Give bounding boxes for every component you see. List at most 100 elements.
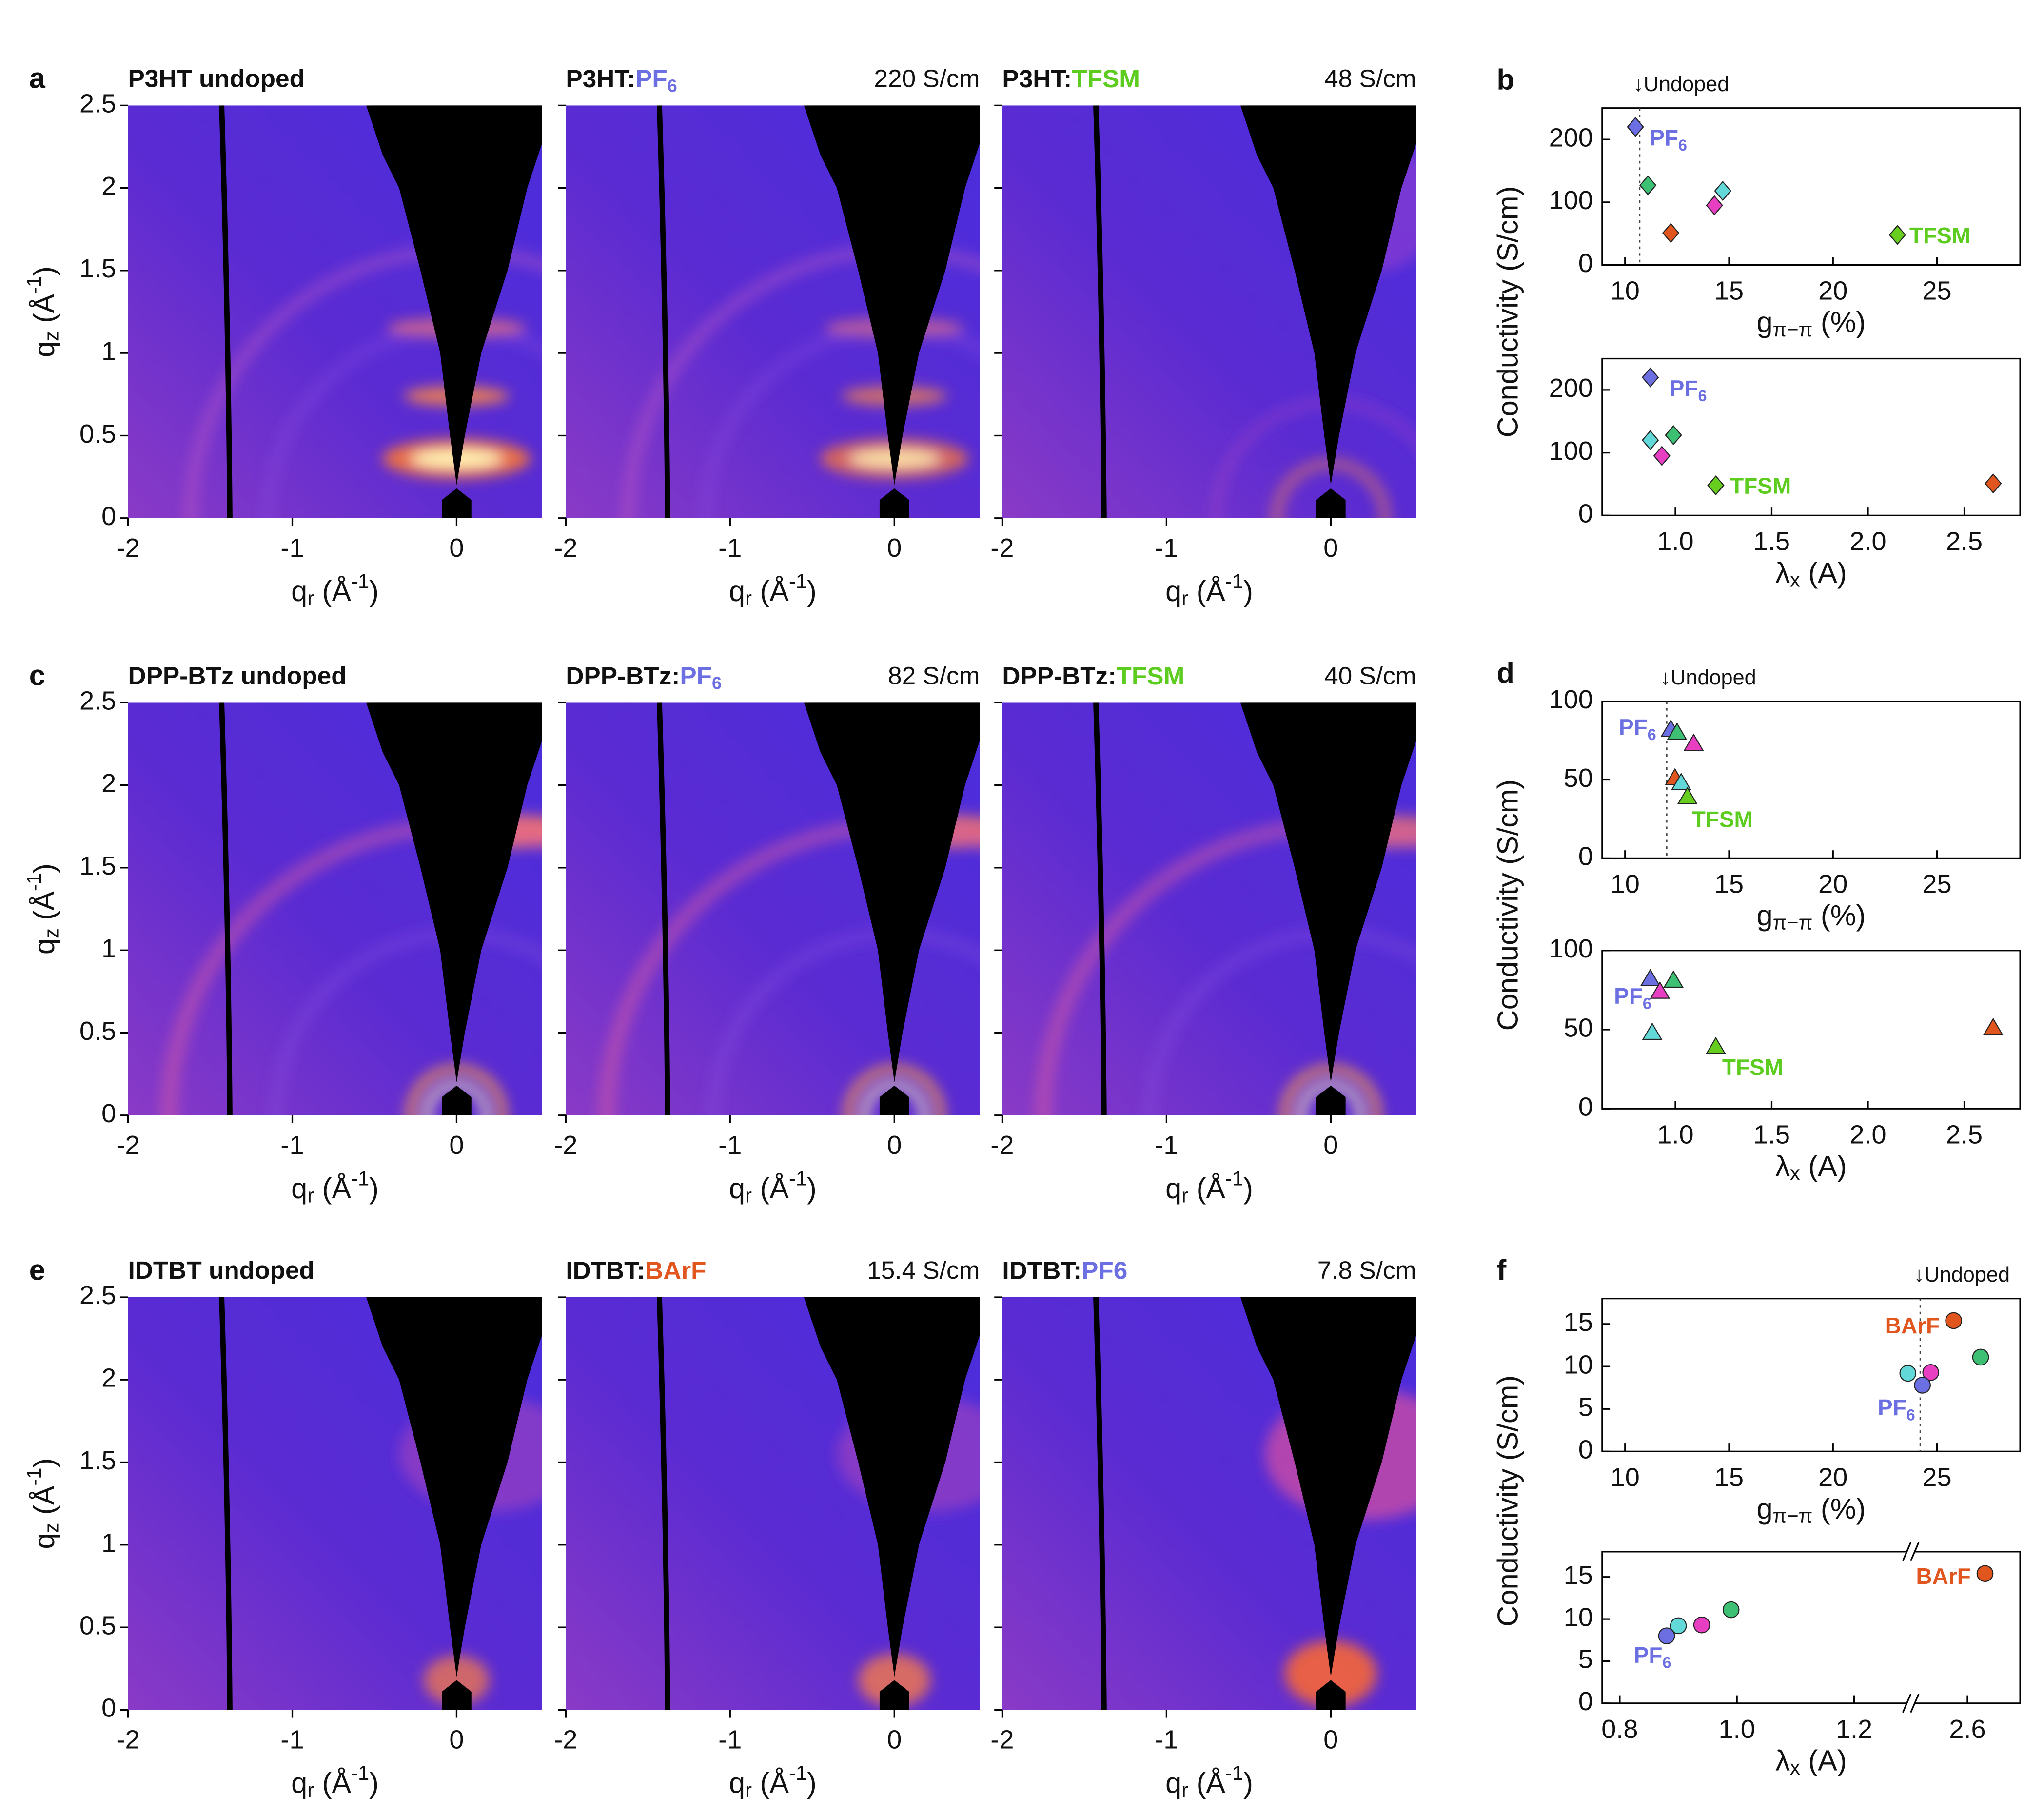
text-part: PF [1614, 983, 1643, 1009]
panel-title: P3HT:TFSM [1002, 64, 1140, 93]
y-tick-label: 0 [1578, 1092, 1593, 1122]
text-part: (%) [1812, 306, 1866, 338]
text-part: (A) [1800, 556, 1847, 589]
text-part: r [1181, 1184, 1188, 1207]
text-part: (Å [752, 575, 789, 607]
detector-image [566, 105, 980, 518]
panel-title: P3HT:PF6 [566, 64, 677, 96]
y-tick-label: 0 [1578, 499, 1593, 528]
axis-break-mark [1902, 1694, 1912, 1713]
text-part: (Å [28, 294, 60, 331]
x-tick-label: 20 [1818, 870, 1847, 899]
text-part: ) [369, 1172, 379, 1205]
detector-gap [656, 1297, 670, 1710]
text-part: 6 [1698, 387, 1707, 404]
text-part: 6 [1663, 1654, 1671, 1671]
data-point [1693, 1616, 1710, 1634]
text-part: (Å [752, 1766, 789, 1799]
text-part: q [28, 341, 60, 357]
text-part: ) [28, 266, 60, 276]
annotation: PF6 [1619, 715, 1656, 743]
detector-gap [656, 105, 670, 518]
text-part: x [1790, 1756, 1800, 1779]
x-axis-label: qr (Å-1) [1165, 569, 1253, 609]
text-part: -1 [789, 1167, 807, 1190]
beamstop [1316, 1680, 1346, 1710]
text-part: -1 [1225, 569, 1243, 592]
scattering-ring [1297, 1082, 1364, 1115]
text-part: TFSM [1909, 223, 1970, 248]
y-tick-label: 15 [1564, 1307, 1593, 1337]
text-part: q [1165, 575, 1181, 607]
y-tick-label: 10 [1564, 1350, 1593, 1379]
y-tick-label: 0 [1578, 1687, 1593, 1716]
panel-letter: e [29, 1253, 45, 1286]
x-axis-label: gπ−π (%) [1757, 899, 1866, 934]
text-part: q [28, 938, 60, 955]
x-tick-label: 1.0 [1719, 1715, 1755, 1744]
text-part: (%) [1812, 1492, 1866, 1525]
data-point [1985, 473, 2002, 494]
y-tick-label: 50 [1564, 763, 1593, 793]
text-part: (Å [28, 891, 60, 928]
detector-image [128, 105, 542, 518]
data-point [1888, 225, 1906, 245]
panel-title: DPP-BTz undoped [128, 662, 347, 690]
text-part: r [745, 1184, 752, 1207]
annotation: PF6 [1634, 1642, 1671, 1671]
text-part: π−π [1773, 911, 1813, 934]
text-part: TFSM [1116, 662, 1184, 690]
text-part: r [307, 1184, 314, 1207]
y-tick-label: 5 [1578, 1645, 1593, 1674]
axis-break-mark [1902, 1542, 1912, 1561]
missing-wedge [804, 105, 980, 486]
x-tick-label: -2 [116, 1725, 139, 1755]
annotation: PF6 [1878, 1395, 1915, 1424]
text-part: PF [680, 662, 712, 690]
x-tick-label: -1 [1155, 533, 1178, 563]
text-part: -1 [1225, 1761, 1243, 1784]
text-part: ) [807, 1766, 817, 1799]
y-tick-label: 0 [101, 1099, 116, 1128]
panel-letter: f [1497, 1253, 1507, 1286]
text-part: 6 [1643, 995, 1651, 1012]
text-part: DPP-BTz: [1002, 662, 1116, 690]
axis-break [1906, 1699, 1915, 1707]
detector-image [566, 1297, 980, 1710]
x-tick-label: -1 [280, 1725, 304, 1755]
plot-frame [1601, 1298, 2021, 1452]
undoped-label: ↓Undoped [1660, 666, 1756, 689]
y-tick-label: 100 [1549, 934, 1593, 963]
x-tick-label: 2.5 [1946, 527, 1983, 556]
data-point [1976, 1565, 1994, 1582]
y-axis-label: Conductivity (S/cm) [1491, 1375, 1524, 1627]
text-part: BArF [1916, 1563, 1970, 1589]
annotation: PF6 [1670, 376, 1707, 405]
panel-letter: b [1497, 63, 1514, 96]
text-part: -1 [22, 276, 45, 294]
text-part: (Å [314, 1766, 351, 1799]
conductivity-label: 40 S/cm [1324, 662, 1416, 690]
text-part: BArF [645, 1256, 707, 1284]
y-tick-label: 50 [1564, 1013, 1593, 1042]
text-part: (A) [1800, 1744, 1847, 1776]
conductivity-label: 82 S/cm [888, 662, 980, 690]
conductivity-label: 7.8 S/cm [1317, 1256, 1416, 1284]
undoped-label: ↓Undoped [1633, 73, 1729, 96]
y-tick-label: 5 [1578, 1392, 1593, 1422]
y-tick-label: 1.5 [79, 851, 116, 880]
panel-letter: a [29, 62, 46, 95]
detector-gap [1093, 105, 1107, 518]
data-point [1650, 981, 1671, 999]
text-part: π−π [1773, 1504, 1813, 1527]
text-part: -1 [1225, 1167, 1243, 1190]
text-part: P3HT: [1002, 64, 1072, 93]
x-tick-label: -1 [1155, 1131, 1178, 1160]
text-part: (Å [752, 1172, 789, 1205]
text-part: λ [1775, 1744, 1790, 1776]
text-part: TFSM [1730, 473, 1791, 499]
beamstop [442, 1085, 472, 1115]
text-part: -1 [22, 1468, 45, 1486]
text-part: (Å [28, 1485, 60, 1522]
panel-letter: d [1497, 656, 1514, 689]
